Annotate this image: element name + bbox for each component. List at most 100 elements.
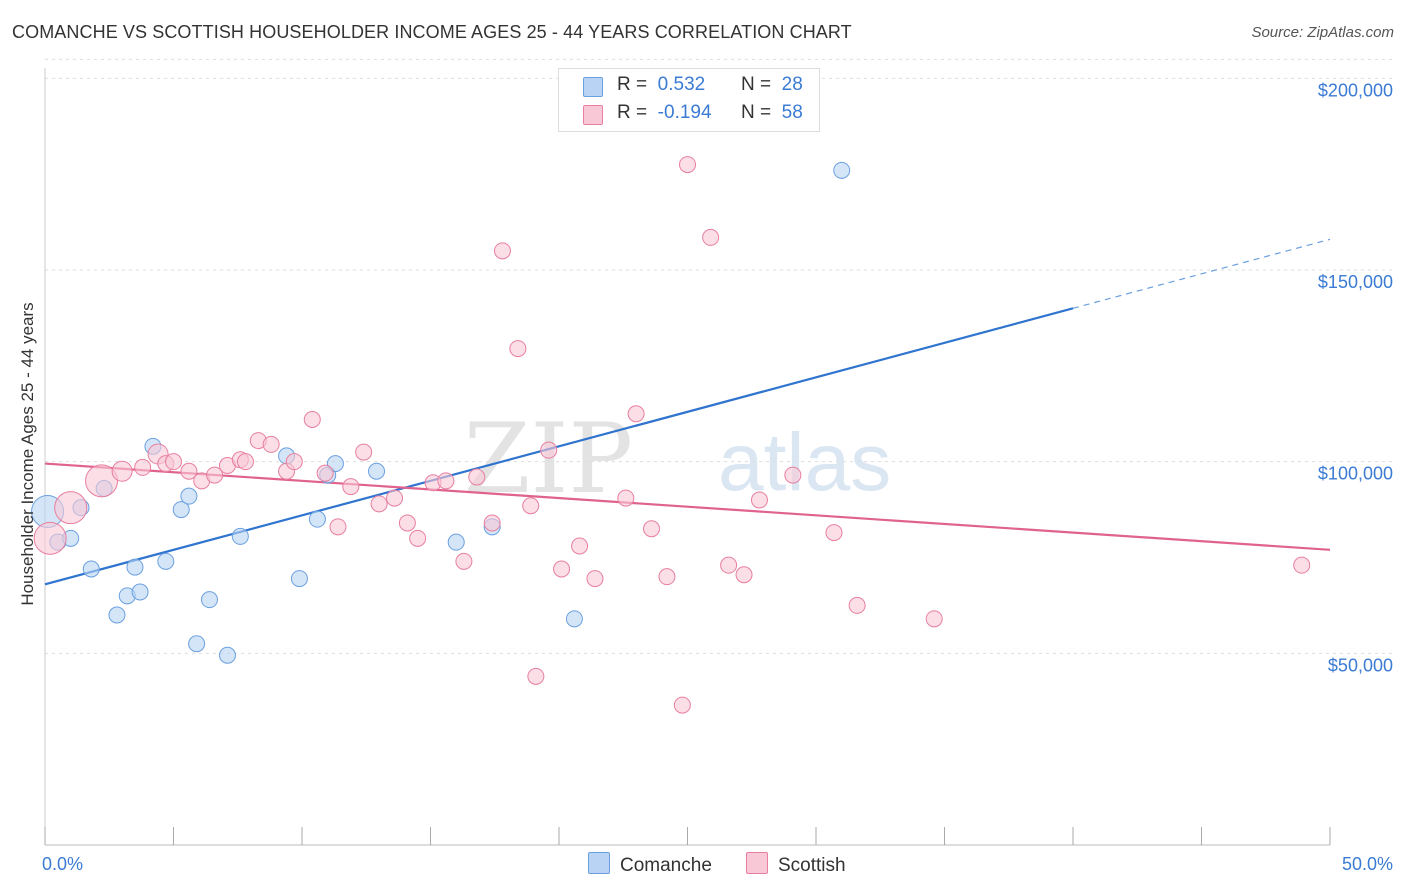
data-point: [571, 537, 589, 555]
chart-title: COMANCHE VS SCOTTISH HOUSEHOLDER INCOME …: [12, 22, 852, 42]
data-point: [627, 405, 645, 423]
data-point: [527, 667, 545, 685]
data-point: [329, 518, 347, 536]
trend-line-extension-comanche: [1072, 238, 1331, 309]
data-point: [206, 466, 224, 484]
y-tick-label: $50,000: [1328, 655, 1393, 675]
data-point: [720, 556, 738, 574]
data-point: [825, 524, 843, 542]
bottom-legend-scottish: Scottish: [746, 852, 846, 877]
data-point: [54, 491, 88, 525]
data-point: [131, 583, 149, 601]
bottom-legend-label-scottish: Scottish: [778, 855, 846, 876]
data-points: [31, 156, 1311, 714]
data-point: [308, 510, 326, 528]
data-point: [370, 495, 388, 513]
y-tick-label: $150,000: [1318, 272, 1393, 292]
data-point: [565, 610, 583, 628]
data-point: [200, 591, 218, 609]
legend-r-value-scottish: -0.194: [657, 102, 712, 123]
data-point: [165, 453, 182, 471]
stats-legend: R = 0.532 N = 28 R = -0.194 N = 58: [558, 68, 820, 132]
y-tick-label: $200,000: [1318, 80, 1393, 100]
data-point: [368, 462, 386, 480]
legend-swatch-comanche: [583, 77, 603, 97]
trend-line-scottish: [44, 462, 1331, 551]
y-axis-label: Householder Income Ages 25 - 44 years: [18, 302, 37, 606]
data-point: [172, 501, 190, 519]
data-point: [455, 552, 473, 570]
data-point: [553, 560, 571, 578]
data-point: [316, 464, 334, 482]
series-scottish-points: [33, 156, 1311, 714]
data-point: [617, 489, 635, 507]
legend-n-value-comanche: 28: [781, 74, 803, 95]
legend-n-label: N =: [740, 74, 772, 95]
data-point: [180, 487, 198, 505]
x-tick-label: 0.0%: [42, 854, 83, 874]
data-point: [848, 596, 866, 614]
data-point: [493, 242, 511, 260]
data-point: [85, 464, 119, 498]
data-point: [262, 435, 280, 453]
legend-n-value-scottish: 58: [781, 102, 803, 123]
data-point: [643, 520, 661, 538]
data-point: [231, 527, 249, 545]
data-point: [157, 552, 175, 570]
data-point: [658, 568, 676, 586]
data-point: [522, 497, 540, 515]
data-point: [398, 514, 416, 532]
data-point: [750, 491, 768, 509]
data-point: [126, 558, 144, 576]
data-point: [1293, 556, 1311, 574]
legend-r-label: R =: [617, 102, 648, 123]
data-point: [702, 228, 720, 246]
legend-r-label: R =: [617, 74, 648, 95]
trend-line-comanche: [44, 307, 1074, 586]
data-point: [386, 489, 404, 507]
trend-lines: [44, 238, 1331, 586]
axes: [44, 68, 1331, 846]
data-point: [188, 635, 206, 653]
data-point: [509, 340, 527, 358]
bottom-legend-swatch-comanche: [588, 852, 610, 874]
data-point: [134, 458, 152, 476]
data-point: [342, 478, 360, 496]
legend-n-label: N =: [740, 102, 772, 123]
gridlines: [45, 58, 1395, 654]
data-point: [586, 570, 604, 588]
data-point: [82, 560, 100, 578]
data-point: [833, 161, 851, 179]
data-point: [290, 570, 308, 588]
series-comanche-points: [31, 161, 851, 664]
data-point: [355, 443, 373, 461]
data-point: [180, 462, 198, 480]
data-point: [303, 411, 321, 428]
data-point: [447, 533, 465, 551]
data-point: [108, 606, 126, 624]
x-tick-labels: 0.0% 50.0%: [42, 854, 1393, 874]
data-point: [236, 453, 254, 471]
data-point: [33, 521, 67, 555]
legend-swatch-scottish: [583, 105, 603, 125]
data-point: [735, 566, 753, 584]
watermark-atlas: atlas: [718, 417, 891, 508]
y-tick-labels: $50,000 $100,000 $150,000 $200,000: [1318, 80, 1393, 675]
y-tick-label: $100,000: [1318, 464, 1393, 484]
data-point: [673, 696, 691, 714]
data-point: [540, 441, 558, 459]
data-point: [925, 610, 943, 628]
data-point: [437, 472, 455, 490]
data-point: [679, 156, 696, 174]
data-point: [468, 468, 486, 486]
bottom-legend-swatch-scottish: [746, 852, 768, 874]
data-point: [285, 453, 303, 471]
data-point: [218, 646, 236, 664]
data-point: [784, 466, 802, 484]
legend-r-value-comanche: 0.532: [657, 74, 706, 95]
data-point: [409, 529, 427, 547]
x-tick-label: 50.0%: [1342, 854, 1393, 874]
source-note: Source: ZipAtlas.com: [1251, 24, 1394, 41]
bottom-legend-label-comanche: Comanche: [620, 855, 712, 876]
